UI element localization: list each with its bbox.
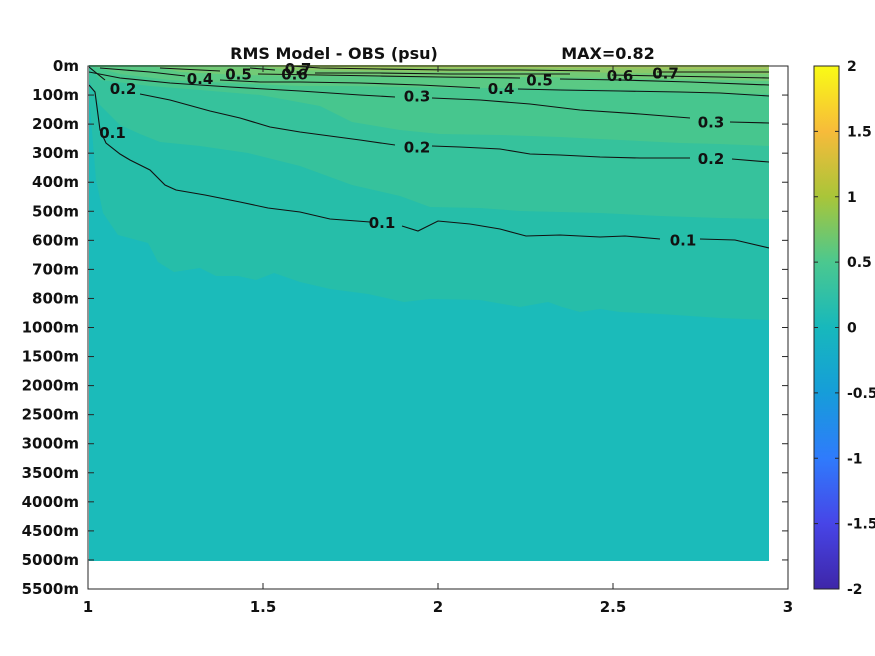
- y-axis: 0m 100m 200m 300m 400m 500m 600m 700m 800m 1000m 1…: [22, 57, 788, 598]
- y-tick-label: 0m: [53, 57, 79, 75]
- colorbar-tick-label: 0.5: [847, 255, 872, 271]
- x-tick-label: 1.5: [250, 598, 277, 616]
- contour-label: 0.7: [285, 60, 312, 78]
- contour-label: 0.6: [281, 66, 308, 84]
- contour-label: 0.2: [110, 80, 137, 98]
- x-tick-label: 2: [433, 598, 443, 616]
- contour-line-0.4: [99, 67, 769, 97]
- contour-label: 0.4: [187, 70, 214, 88]
- x-tick-label: 3: [783, 598, 793, 616]
- contour-label: 0.3: [404, 88, 431, 106]
- colorbar-tick-label: -0.5: [847, 386, 875, 402]
- contour-lines: [89, 65, 769, 249]
- contour-line-0.7: [289, 65, 769, 73]
- colorbar-tick-label: 1.5: [847, 124, 872, 140]
- y-tick-label: 5500m: [22, 580, 79, 598]
- y-tick-label: 3000m: [22, 435, 79, 453]
- contour-label: 0.2: [698, 150, 725, 168]
- colorbar: [813, 65, 840, 590]
- colorbar-ticks: 2 1.5 1 0.5 0 -0.5 -1 -1.5 -2: [814, 59, 875, 598]
- y-tick-label: 2500m: [22, 406, 79, 424]
- colorbar-tick-label: 0: [847, 321, 857, 337]
- contour-line-0.5: [159, 67, 769, 86]
- y-tick-label: 4500m: [22, 522, 79, 540]
- contour-label: 0.1: [670, 231, 697, 249]
- contour-label: 0.3: [698, 114, 725, 132]
- y-tick-label: 200m: [32, 115, 79, 133]
- y-tick-label: 3500m: [22, 464, 79, 482]
- y-tick-label: 1000m: [22, 319, 79, 337]
- y-tick-label: 4000m: [22, 493, 79, 511]
- y-tick-label: 100m: [32, 86, 79, 104]
- y-tick-label: 2000m: [22, 377, 79, 395]
- contour-label: 0.5: [526, 72, 553, 90]
- filled-contours: [89, 65, 769, 561]
- colorbar-tick-label: -1: [847, 451, 863, 467]
- y-tick-label: 5000m: [22, 551, 79, 569]
- contour-label: 0.4: [488, 80, 515, 98]
- y-tick-label: 700m: [32, 260, 79, 278]
- x-axis: 1 1.5 2 2.5 3: [83, 66, 793, 616]
- contour-label: 0.2: [404, 138, 431, 156]
- colorbar-tick-label: 1: [847, 190, 857, 206]
- y-tick-label: 300m: [32, 144, 79, 162]
- y-tick-label: 600m: [32, 231, 79, 249]
- contour-label: 0.1: [99, 124, 126, 142]
- contour-line-0.3: [89, 71, 769, 124]
- y-tick-label: 1500m: [22, 348, 79, 366]
- colorbar-tick-label: -1.5: [847, 517, 875, 533]
- contour-labels: 0.70.60.50.40.20.10.30.20.10.4 0.5 0.6 0.70…: [99, 60, 724, 249]
- chart-title: RMS Model - OBS (psu): [230, 44, 438, 63]
- contour-label: 0.7: [652, 64, 679, 82]
- y-tick-label: 400m: [32, 173, 79, 191]
- y-tick-label: 800m: [32, 289, 79, 307]
- contour-label: 0.5: [225, 66, 252, 84]
- colorbar-tick-label: 2: [847, 59, 857, 75]
- max-annotation: MAX=0.82: [561, 44, 655, 63]
- x-tick-label: 2.5: [600, 598, 627, 616]
- contour-label: 0.1: [369, 214, 396, 232]
- colorbar-tick-label: -2: [847, 582, 863, 598]
- y-tick-label: 500m: [32, 202, 79, 220]
- contour-line-0.1: [89, 84, 769, 249]
- x-tick-label: 1: [83, 598, 93, 616]
- contour-label: 0.6: [607, 67, 634, 85]
